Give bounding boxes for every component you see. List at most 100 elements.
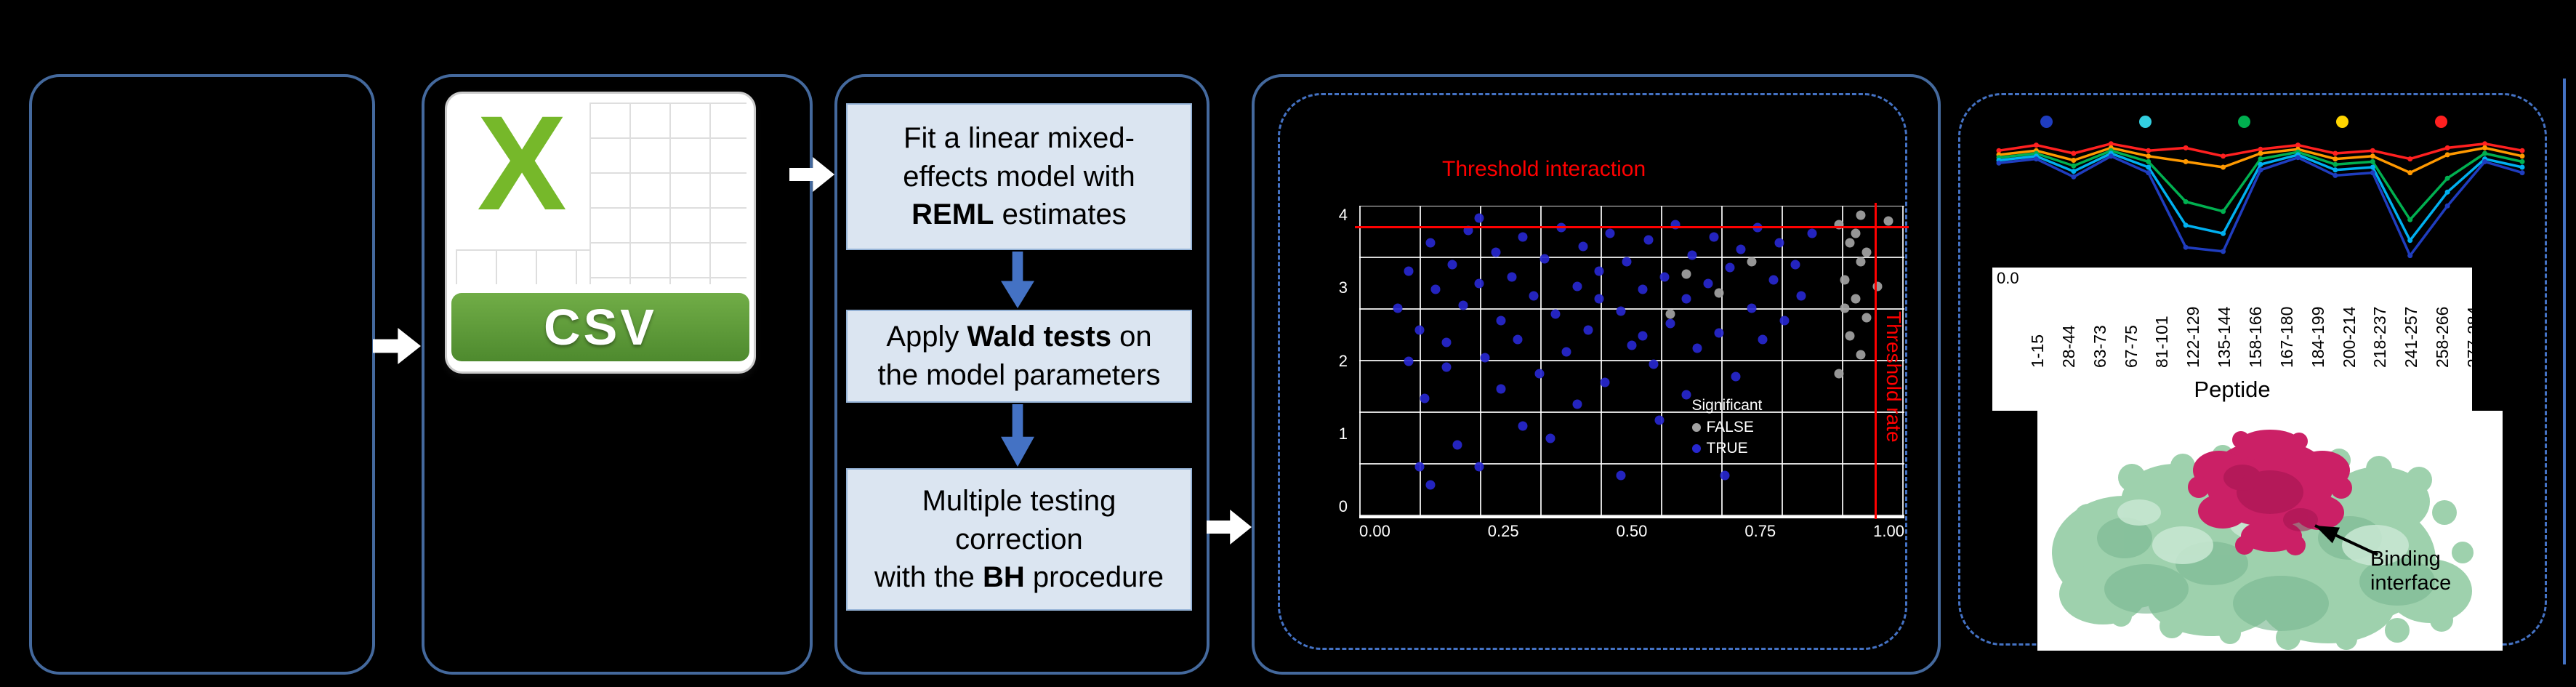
scatter-point-significant (1518, 232, 1528, 242)
scatter-point-significant (1441, 362, 1452, 372)
protein-structure-image: Binding interface (2037, 411, 2503, 651)
series-blue-marker (2146, 170, 2152, 176)
scatter-point-significant (1681, 294, 1691, 304)
csv-banner: CSV (451, 293, 749, 361)
series-blue-marker (2295, 155, 2301, 161)
csv-banner-label: CSV (544, 299, 657, 355)
right-arrow-1-icon (373, 328, 421, 364)
series-orange-marker (2482, 145, 2488, 150)
series-red-marker (2258, 146, 2263, 152)
scatter-point-significant (1703, 278, 1713, 289)
series-red-marker (2519, 148, 2525, 153)
scatter-point-significant (1616, 470, 1626, 481)
series-green-marker (2146, 158, 2152, 164)
series-green-marker (2482, 150, 2488, 156)
panel-scatter-results: Threshold interaction 4 3 2 1 0 Threshold ra… (1252, 74, 1941, 675)
series-red-marker (2033, 142, 2039, 148)
series-skyblue-marker (2333, 167, 2338, 173)
scatter-point-nonsignificant (1681, 269, 1691, 279)
scatter-point-nonsignificant (1714, 288, 1724, 298)
legend-dot-icon (1691, 422, 1701, 432)
series-orange-marker (2407, 170, 2413, 176)
series-skyblue-marker (2146, 164, 2152, 170)
scatter-point-significant (1736, 244, 1746, 254)
scatter-point-significant (1496, 384, 1506, 394)
series-red-marker (2108, 141, 2114, 147)
scatter-point-significant (1452, 440, 1462, 450)
scatter-point-significant (1605, 228, 1615, 238)
scatter-plot: Threshold rate Significant FALSE TRUE (1355, 203, 1909, 519)
profile-y-tick: 0.0 (1997, 269, 2019, 287)
series-blue-marker (2333, 172, 2338, 178)
series-orange-marker (2444, 152, 2450, 158)
series-blue-marker (2407, 253, 2413, 259)
scatter-point-nonsignificant (1834, 369, 1844, 379)
series-orange-marker (2221, 164, 2226, 170)
series-skyblue-marker (2370, 164, 2375, 170)
scatter-point-significant (1692, 343, 1702, 353)
x-tick-label: 0.75 (1744, 522, 1776, 540)
uptake-profile-chart (1996, 141, 2525, 259)
panel-csv-file: X CSV (422, 74, 813, 675)
condition-dot-icon (2435, 116, 2447, 128)
series-green-marker (2407, 217, 2413, 222)
scatter-point-nonsignificant (1747, 257, 1757, 267)
legend-item: TRUE (1691, 438, 1763, 459)
series-blue-marker (2482, 158, 2488, 164)
series-skyblue-marker (2221, 230, 2226, 236)
scatter-point-significant (1474, 462, 1484, 472)
series-red-marker (2221, 153, 2226, 159)
scatter-x-ticks: 0.00 0.25 0.50 0.75 1.00 (1359, 522, 1904, 541)
series-red-marker (2183, 145, 2189, 150)
scatter-point-significant (1414, 325, 1424, 335)
scatter-point-significant (1404, 266, 1413, 276)
x-tick-label: 1.00 (1873, 522, 1904, 540)
scatter-point-nonsignificant (1856, 350, 1866, 360)
scatter-point-significant (1638, 284, 1648, 294)
series-blue-marker (1996, 160, 2002, 166)
scatter-point-significant (1638, 331, 1648, 341)
binding-interface-label: Binding interface (2370, 547, 2452, 595)
y-tick-label: 0 (1338, 497, 1348, 515)
scatter-point-significant (1790, 260, 1800, 270)
scatter-point-significant (1430, 284, 1441, 294)
series-orange-marker (2071, 158, 2077, 163)
scatter-point-significant (1758, 334, 1768, 345)
scatter-dashed-frame (1278, 93, 1907, 650)
scatter-point-significant (1420, 393, 1430, 403)
condition-dot-icon (2040, 116, 2053, 128)
step-fit-model: Fit a linear mixed- effects model with R… (846, 103, 1192, 250)
series-orange-marker (2258, 150, 2263, 156)
annotation-arrow (2314, 524, 2378, 556)
scatter-point-significant (1714, 328, 1724, 338)
scatter-point-significant (1622, 257, 1631, 267)
scatter-point-significant (1561, 347, 1571, 357)
x-tick-label: 0.50 (1616, 522, 1648, 540)
scatter-point-nonsignificant (1856, 210, 1866, 220)
scatter-point-significant (1534, 369, 1544, 379)
series-green-marker (2444, 175, 2450, 181)
scatter-point-nonsignificant (1840, 275, 1849, 285)
legend-item-label: TRUE (1706, 440, 1748, 457)
scatter-point-significant (1425, 238, 1435, 248)
peptide-tick-label: 28-44 (2058, 325, 2078, 368)
scatter-point-significant (1594, 294, 1604, 304)
scatter-point-significant (1463, 225, 1473, 236)
series-blue-marker (2183, 244, 2189, 250)
scatter-point-nonsignificant (1845, 331, 1855, 341)
scatter-point-significant (1649, 359, 1659, 369)
scatter-point-nonsignificant (1856, 257, 1866, 267)
scatter-point-significant (1796, 291, 1806, 301)
scatter-point-significant (1572, 399, 1582, 409)
scatter-point-significant (1513, 334, 1522, 345)
step-multiple-testing: Multiple testing correction with the BH … (846, 468, 1192, 611)
scatter-point-significant (1627, 340, 1637, 350)
step-wald-tests-text: Apply Wald tests on the model parameters (877, 321, 1161, 391)
peptide-tick-label: 67-75 (2121, 325, 2141, 368)
scatter-point-significant (1458, 300, 1468, 310)
panel-input (29, 74, 375, 675)
condition-dot-icon (2237, 116, 2250, 128)
binding-interface-region (2188, 430, 2352, 555)
scatter-point-significant (1480, 353, 1489, 363)
scatter-point-significant (1518, 421, 1528, 431)
